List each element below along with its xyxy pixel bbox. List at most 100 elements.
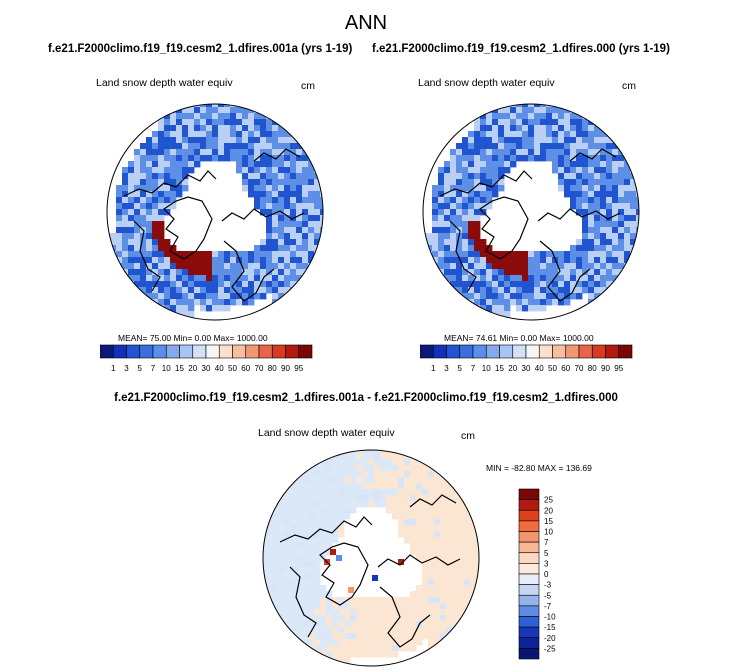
grid-cell [242,131,249,138]
grid-cell [308,185,315,192]
grid-cell [438,209,445,216]
left-colorbar-tick-label: 50 [228,364,237,373]
grid-cell [296,483,303,490]
grid-cell [278,573,285,580]
grid-cell [326,639,333,646]
grid-cell [278,221,285,228]
grid-cell [164,263,171,270]
grid-cell [320,513,327,520]
grid-cell [540,293,547,300]
grid-cell [440,609,447,616]
grid-cell [600,167,607,174]
grid-cell [272,543,279,550]
grid-cell [474,269,481,276]
diff-colorbar-tick-label: 3 [544,559,549,568]
grid-cell [284,591,291,598]
grid-cell [188,275,195,282]
grid-cell [266,143,273,150]
grid-cell [290,609,297,616]
grid-cell [350,453,357,460]
grid-cell [158,119,165,126]
grid-cell [290,591,297,598]
grid-cell [438,263,445,270]
grid-cell [200,263,207,270]
grid-cell [474,155,481,162]
grid-cell [416,465,423,472]
grid-cell [570,275,577,282]
grid-cell [428,513,435,520]
grid-cell [284,233,291,240]
grid-cell [630,179,637,186]
coastline [223,240,275,302]
grid-cell [212,299,219,306]
grid-cell [170,173,177,180]
grid-cell [158,215,165,222]
case-title-left: f.e21.F2000climo.f19_f19.cesm2_1.dfires.… [48,43,353,55]
grid-cell [320,537,327,544]
grid-cell [122,257,129,264]
right-colorbar-tick-label: 5 [458,364,463,373]
grid-cell [428,627,435,634]
grid-cell [594,257,601,264]
grid-cell [296,155,303,162]
grid-cell [606,191,613,198]
grid-cell [470,549,477,556]
grid-cell [422,621,429,628]
grid-cell [326,543,333,550]
grid-cell [152,305,159,312]
grid-cell [170,203,177,210]
grid-cell [558,263,565,270]
grid-cell [230,125,237,132]
grid-cell [428,597,435,604]
grid-cell [534,107,541,114]
grid-cell [582,221,589,228]
grid-cell [254,203,261,210]
grid-cell [284,167,291,174]
grid-cell [368,453,375,460]
grid-cell [212,269,219,276]
grid-cell [618,191,625,198]
grid-cell [254,173,261,180]
grid-cell [380,639,387,646]
grid-cell [422,609,429,616]
grid-cell [440,585,447,592]
grid-cell [242,173,249,180]
grid-cell [296,215,303,222]
grid-cell [212,125,219,132]
grid-cell [302,233,309,240]
grid-cell [480,311,487,318]
grid-cell [612,167,619,174]
grid-cell [314,525,321,532]
grid-cell [284,173,291,180]
grid-cell [386,471,393,478]
grid-cell [362,597,369,604]
right-colorbar-box [420,344,434,359]
coastline [439,170,533,197]
grid-cell [434,471,441,478]
grid-cell [284,525,291,532]
grid-cell [266,167,273,174]
grid-cell [146,233,153,240]
grid-cell [404,513,411,520]
grid-cell [128,257,135,264]
grid-cell [486,305,493,312]
grid-cell [362,501,369,508]
grid-cell [516,293,523,300]
grid-cell [440,621,447,628]
coastline [133,220,161,292]
grid-cell [290,263,297,270]
grid-cell [134,275,141,282]
grid-cell [588,149,595,156]
grid-cell [428,615,435,622]
grid-cell [296,221,303,228]
grid-cell [534,299,541,306]
grid-cell [570,251,577,258]
grid-cell [146,299,153,306]
grid-cell [468,155,475,162]
grid-cell [552,167,559,174]
grid-cell [468,221,475,228]
grid-cell [308,161,315,168]
grid-cell [444,203,451,210]
grid-cell [224,137,231,144]
grid-cell [522,137,529,144]
